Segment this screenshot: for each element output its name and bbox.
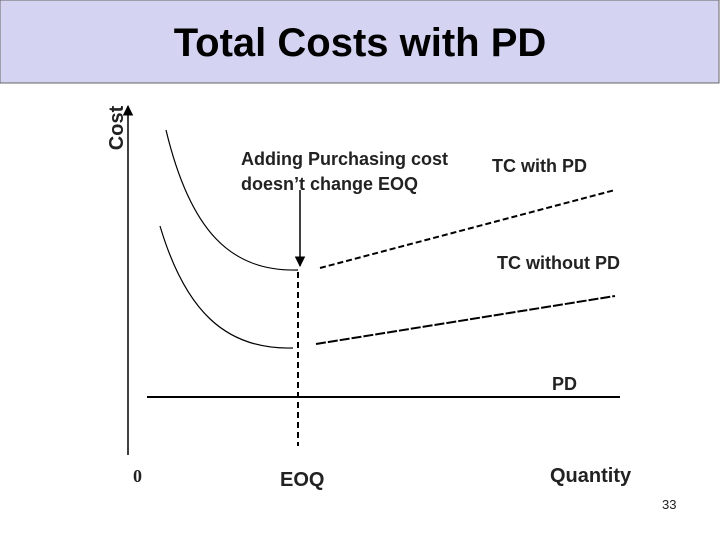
curve-label: TC with PD xyxy=(492,156,587,176)
annotation: doesn’t change EOQ xyxy=(241,174,418,194)
title-banner xyxy=(0,0,720,84)
tc-without-pd-curve xyxy=(159,225,294,349)
y-axis-label: Cost xyxy=(106,105,128,150)
eoq-label: EOQ xyxy=(280,469,324,491)
x-axis-label: Quantity xyxy=(550,465,632,487)
curve-label: TC without PD xyxy=(497,253,620,273)
page-number: 33 xyxy=(662,497,676,512)
tc-with-pd-curve xyxy=(165,129,299,271)
tc-without-pd-line xyxy=(315,295,616,345)
tc-with-pd-line xyxy=(319,189,616,269)
annotation: Adding Purchasing cost xyxy=(241,149,448,169)
title: Total Costs with PD xyxy=(174,21,547,65)
curve-label: PD xyxy=(552,374,577,394)
origin-label: 0 xyxy=(133,466,142,486)
